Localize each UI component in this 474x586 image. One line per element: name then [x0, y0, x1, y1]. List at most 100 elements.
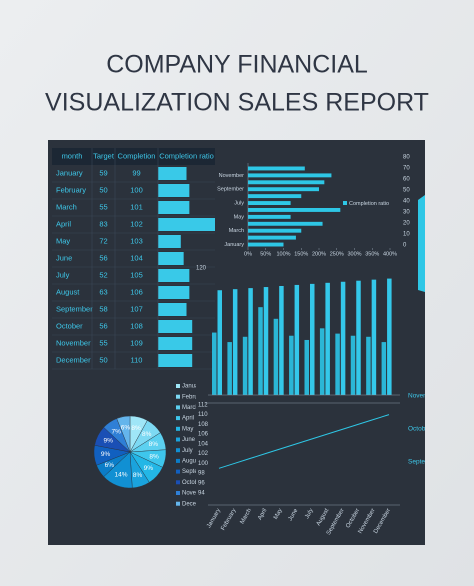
pie-label: 14% — [114, 471, 127, 478]
legend-swatch — [176, 458, 180, 463]
pie-slice — [116, 415, 131, 453]
x-tick-label: 400% — [383, 251, 397, 257]
y-tick-label: 40 — [403, 199, 410, 205]
y-tick-label: July — [234, 200, 244, 206]
clipped-label: November — [408, 393, 439, 400]
y-tick-label: 60 — [403, 177, 410, 183]
y-tick-label: 10 — [403, 232, 410, 238]
cell: June — [56, 253, 72, 262]
cell: 63 — [99, 287, 107, 296]
legend-swatch — [176, 416, 180, 421]
legend-label: September — [182, 469, 211, 475]
legend-label: January — [182, 384, 203, 390]
bar — [242, 336, 248, 395]
ratio-bar — [158, 235, 181, 248]
bar — [248, 235, 296, 240]
cell: 110 — [131, 355, 143, 364]
legend-swatch — [176, 480, 180, 485]
bar — [366, 336, 371, 395]
cell: 59 — [99, 168, 107, 177]
cell: 72 — [99, 236, 107, 245]
y-tick-label: 104 — [198, 441, 209, 447]
title-line: COMPANY FINANCIAL — [106, 51, 368, 79]
cell: 104 — [130, 253, 143, 262]
partial-shape — [418, 195, 425, 292]
cell: March — [56, 202, 77, 211]
x-tick-label: May — [273, 508, 284, 521]
bar — [248, 173, 332, 178]
legend-label: November — [182, 491, 210, 497]
pie-label: 6% — [121, 425, 131, 432]
legend-label: February — [182, 394, 206, 400]
pie-label: 8% — [131, 425, 141, 432]
table-header — [52, 148, 215, 165]
y-tick-label: 120 — [196, 266, 207, 272]
cell: 52 — [99, 270, 107, 279]
legend-swatch — [176, 469, 180, 474]
bar — [371, 279, 377, 395]
y-tick-label: 0 — [403, 243, 407, 249]
x-tick-label: 50% — [260, 251, 271, 257]
legend-label: October — [182, 480, 203, 486]
x-tick-label: July — [304, 508, 315, 520]
bar — [381, 342, 387, 395]
bar — [227, 342, 232, 395]
cell: September — [56, 304, 93, 313]
bar — [248, 214, 291, 219]
pie-label: 7% — [112, 428, 122, 435]
legend-label: December — [182, 501, 210, 507]
x-tick-label: 100% — [276, 251, 290, 257]
bar — [325, 282, 330, 395]
y-tick-label: 96 — [198, 481, 205, 487]
cell: May — [56, 236, 70, 245]
y-tick-label: 30 — [403, 210, 410, 216]
legend-label: Completion ratio — [349, 201, 389, 207]
bar — [294, 284, 300, 395]
legend-swatch — [176, 405, 180, 410]
cell: October — [56, 321, 83, 330]
legend-swatch — [176, 394, 180, 399]
ratio-bar — [158, 184, 190, 197]
legend-swatch — [176, 491, 180, 495]
cell: 58 — [99, 304, 107, 313]
cell: 83 — [99, 219, 107, 228]
bar — [273, 318, 279, 395]
pie-legend: January February March April May June July Augu… — [176, 384, 211, 507]
legend-label: March — [182, 405, 199, 411]
pie-label: 9% — [101, 451, 111, 458]
clipped-label: September — [408, 459, 441, 466]
cell: 101 — [130, 202, 143, 211]
title-line: VISUALIZATION SALES REPORT — [45, 89, 429, 117]
y-tick-label: 80 — [403, 155, 410, 161]
legend-label: July — [182, 448, 193, 454]
ratio-bar — [158, 303, 187, 316]
cell: August — [56, 287, 80, 296]
y-tick-label: 112 — [198, 402, 208, 408]
y-tick-label: 102 — [198, 451, 209, 457]
pie-label: 8% — [149, 441, 159, 448]
ratio-bar — [158, 286, 190, 299]
x-tick-label: 150% — [294, 251, 308, 257]
clipped-label: October — [408, 426, 432, 433]
bar — [248, 201, 291, 205]
cell: 55 — [99, 202, 107, 211]
cell: 50 — [99, 185, 107, 194]
x-tick-label: 350% — [365, 251, 379, 257]
y-tick-label: 108 — [198, 422, 209, 428]
legend-swatch — [176, 426, 180, 431]
legend-swatch — [176, 384, 180, 388]
legend-swatch — [343, 201, 347, 205]
y-tick-label: 20 — [403, 221, 410, 227]
column-header: Target — [93, 151, 115, 160]
y-tick-label: May — [234, 214, 245, 220]
x-tick-label: 0% — [244, 251, 252, 257]
bar — [335, 333, 340, 395]
bar — [248, 221, 323, 226]
legend-label: May — [182, 426, 193, 432]
bar — [387, 278, 392, 395]
cell: 50 — [99, 355, 107, 364]
bar — [304, 339, 309, 395]
legend-label: June — [182, 437, 196, 443]
bar — [232, 289, 238, 395]
